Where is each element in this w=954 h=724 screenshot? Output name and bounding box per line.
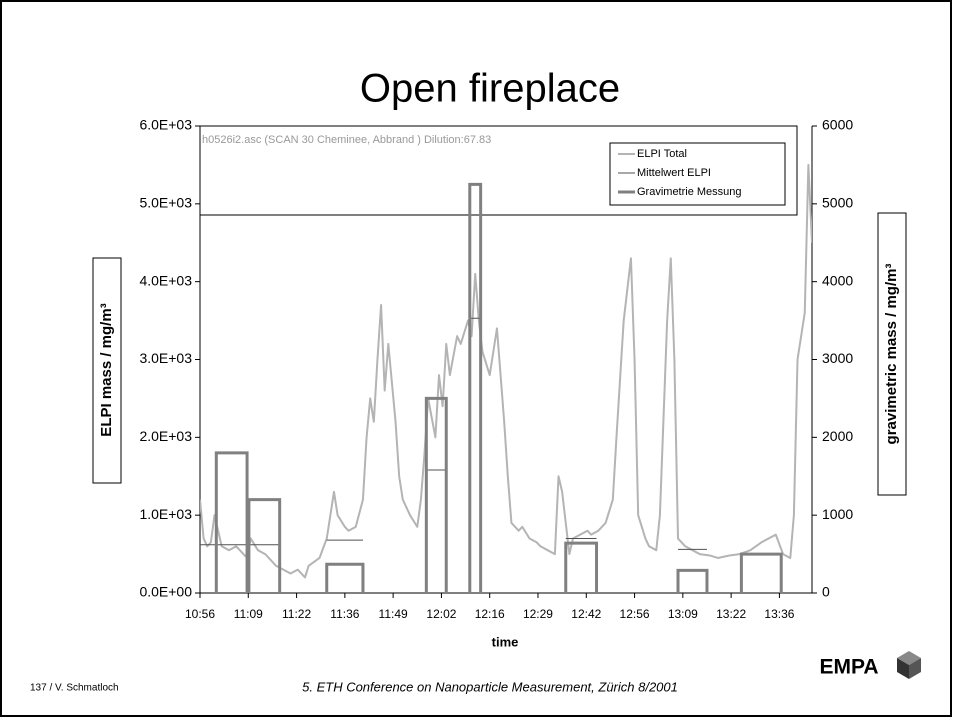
x-tick-label: 13:22 [716, 607, 746, 621]
slide-title: Open fireplace [360, 67, 620, 111]
x-tick-label: 11:22 [282, 607, 311, 621]
footer-center: 5. ETH Conference on Nanoparticle Measur… [302, 679, 678, 694]
x-tick-label: 13:36 [764, 607, 794, 621]
x-tick-label: 11:36 [330, 607, 359, 621]
x-tick-label: 10:56 [185, 607, 215, 621]
x-tick-label: 13:09 [668, 607, 698, 621]
x-tick-label: 12:02 [426, 607, 456, 621]
y-tick-label: 5.0E+03 [139, 195, 192, 211]
y-tick-label: 4.0E+03 [139, 272, 192, 288]
logo-text: EMPA [819, 656, 878, 679]
plot-area: h0526i2.asc (SCAN 30 Cheminee, Abbrand )… [92, 117, 907, 649]
x-tick-label: 12:42 [571, 607, 601, 621]
y-tick-label: 6.0E+03 [139, 117, 192, 133]
gravimetric-bar [247, 498, 282, 593]
y2-tick-label: 4000 [822, 272, 853, 288]
x-tick-label: 11:49 [379, 607, 408, 621]
legend-box [609, 142, 786, 206]
x-tick-label: 11:09 [234, 607, 263, 621]
y-axis-title: ELPI mass / mg/m³ [98, 303, 115, 436]
y2-tick-label: 1000 [822, 506, 853, 522]
y2-axis-title: gravimetric mass / mg/m³ [883, 264, 900, 445]
gravimetric-bar [564, 541, 599, 593]
footer-left: 137 / V. Schmatloch [30, 683, 119, 694]
y-tick-label: 3.0E+03 [139, 350, 192, 366]
y2-tick-label: 2000 [822, 428, 853, 444]
y2-tick-label: 3000 [822, 350, 853, 366]
legend-label: ELPI Total [637, 148, 687, 160]
gravimetric-bar [739, 552, 783, 593]
legend-label: Gravimetrie Messung [637, 186, 742, 198]
legend-label: Mittelwert ELPI [637, 167, 711, 179]
x-tick-label: 12:56 [620, 607, 650, 621]
x-tick-label: 12:29 [523, 607, 553, 621]
x-tick-label: 12:16 [475, 607, 505, 621]
elpi-total-line [200, 163, 812, 579]
gravimetric-bar [325, 562, 365, 593]
y-title-box [92, 257, 122, 484]
y2-tick-label: 0 [822, 584, 830, 600]
gravimetric-bar [468, 182, 483, 593]
gravimetric-bar [424, 396, 448, 593]
y2-title-box [877, 212, 907, 496]
annotation: h0526i2.asc (SCAN 30 Cheminee, Abbrand )… [202, 134, 491, 146]
gravimetric-bar [214, 451, 249, 593]
y2-tick-label: 5000 [822, 195, 853, 211]
gravimetric-bar [676, 568, 709, 593]
y2-tick-label: 6000 [822, 117, 853, 133]
logo-cube [897, 651, 921, 679]
y-tick-label: 2.0E+03 [139, 428, 192, 444]
y-tick-label: 1.0E+03 [139, 506, 192, 522]
y-tick-label: 0.0E+00 [139, 584, 192, 600]
x-axis-title: time [492, 634, 519, 649]
